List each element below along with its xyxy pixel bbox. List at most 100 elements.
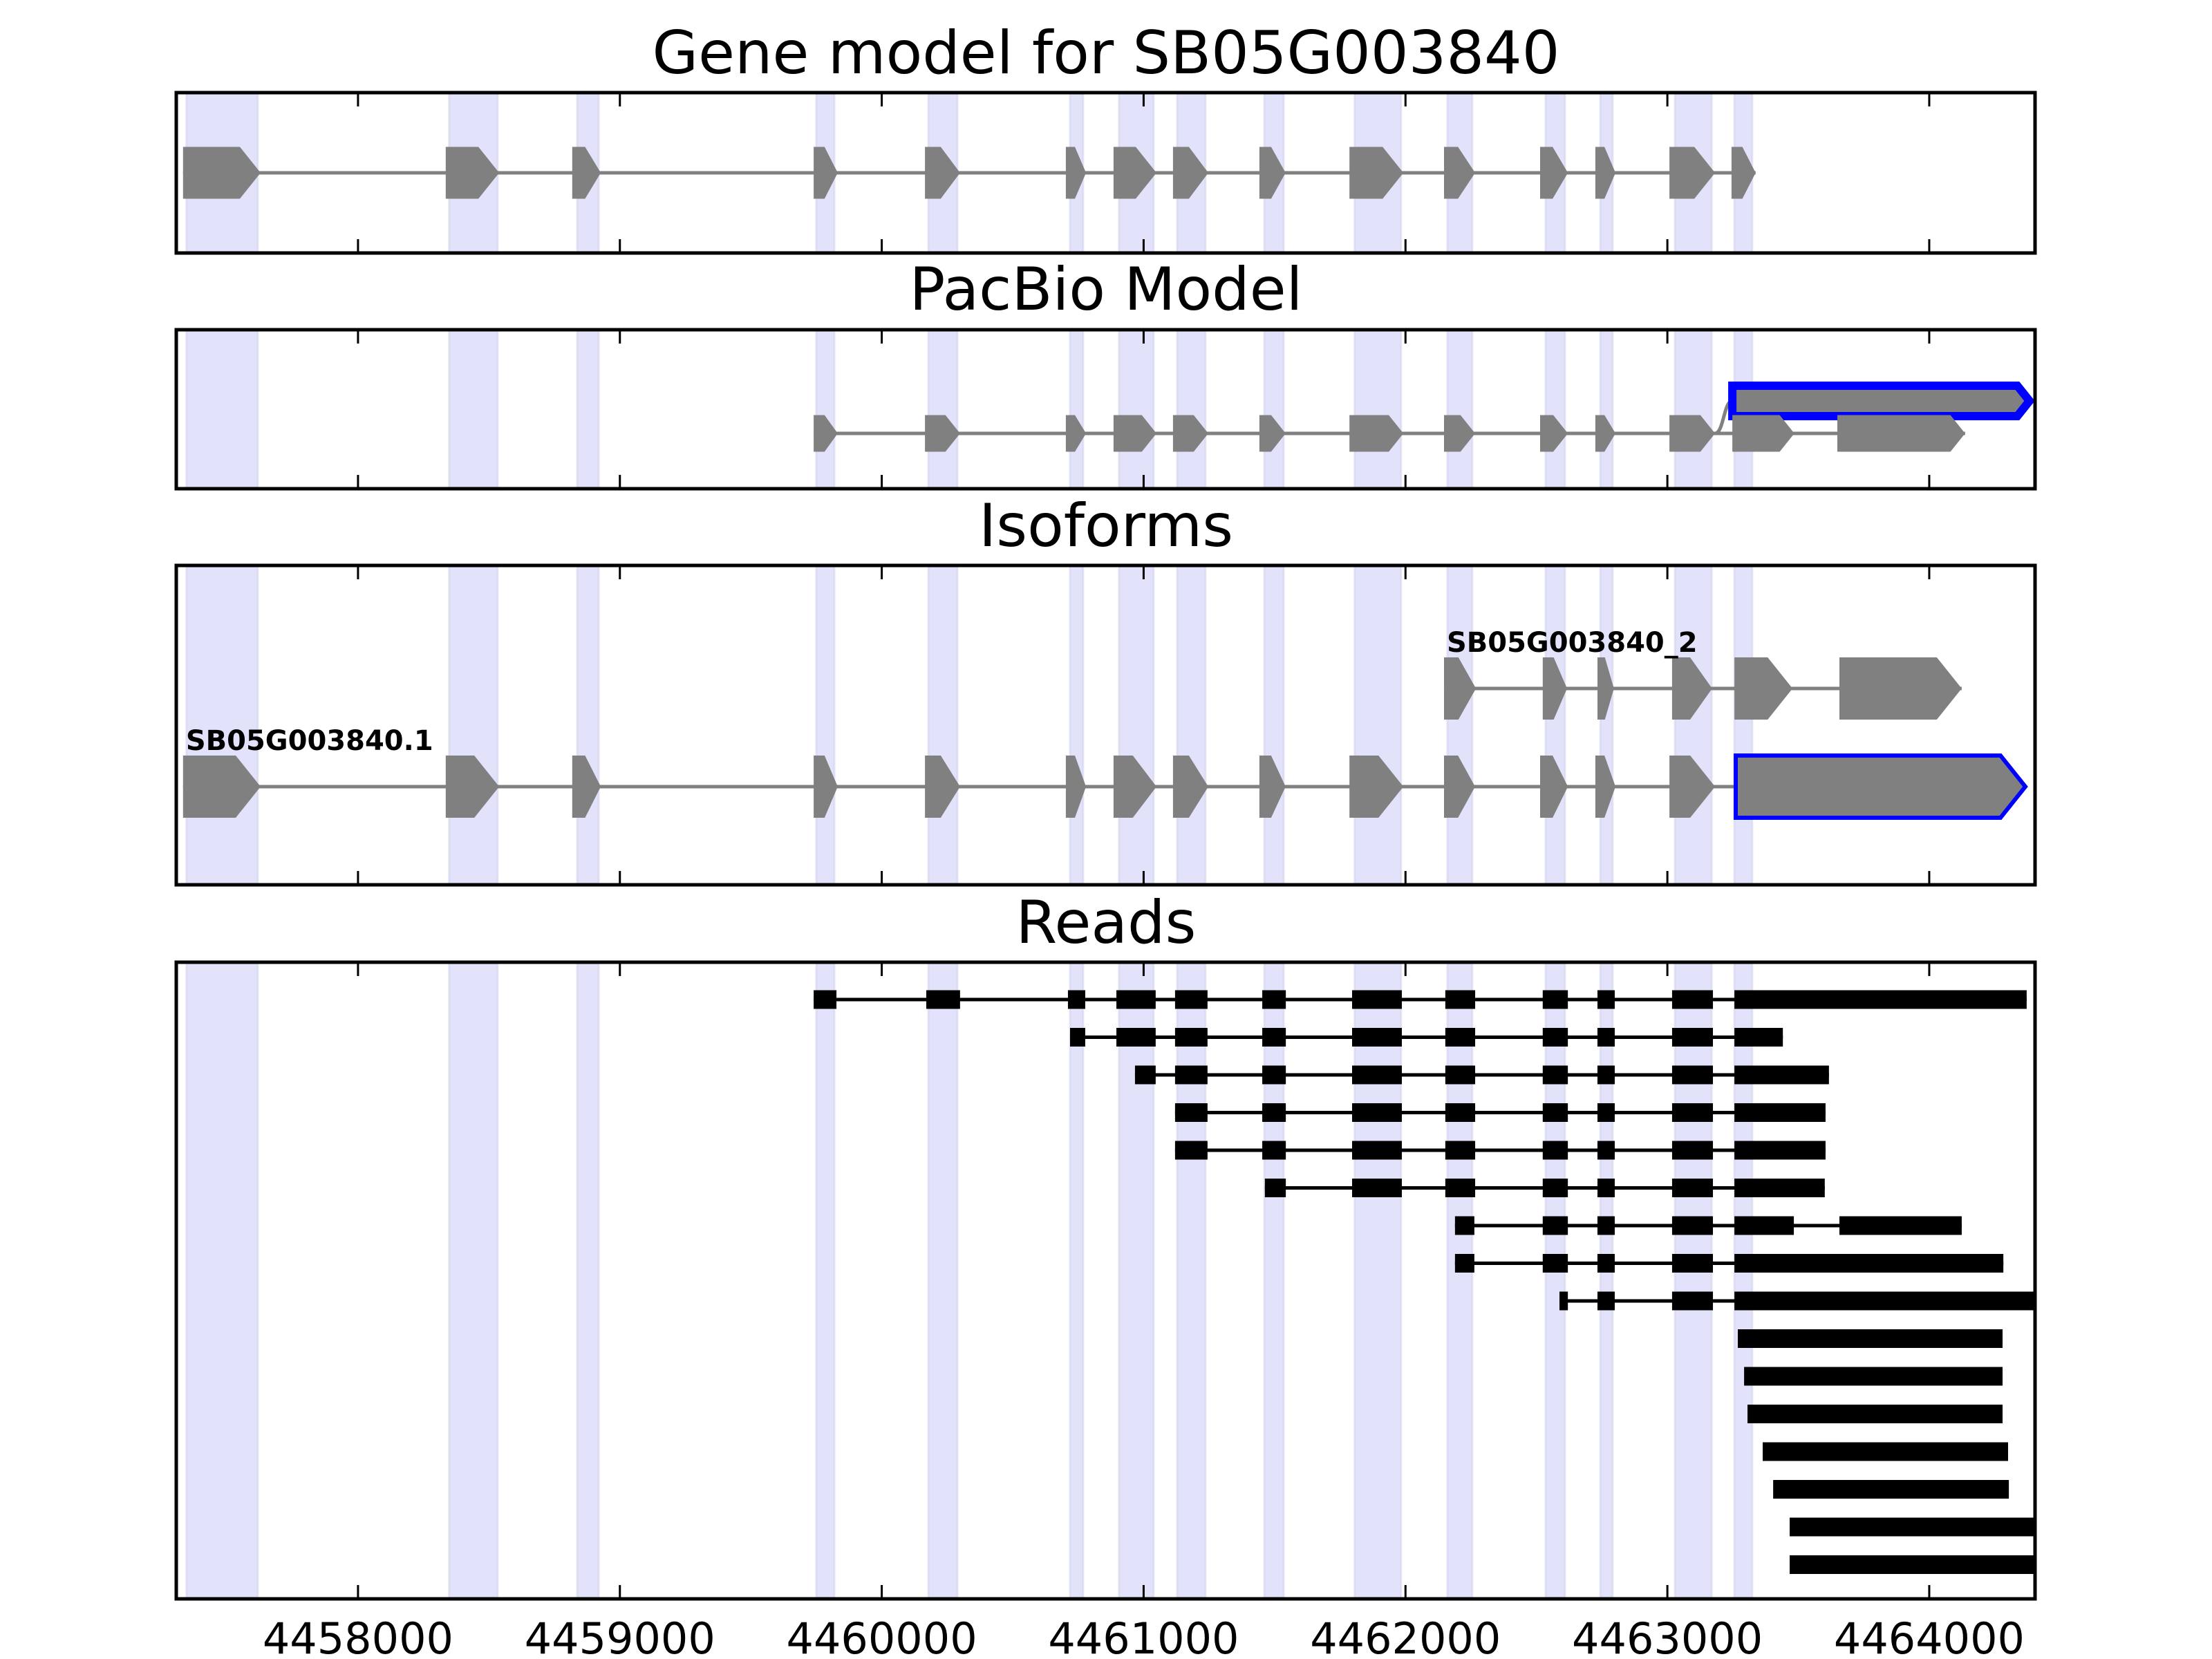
read-block [1069, 1028, 1085, 1047]
read-block [1445, 1179, 1476, 1197]
read-block [1734, 1179, 1825, 1197]
shaded-exon-region [1118, 328, 1155, 490]
read-row [1790, 1555, 2035, 1574]
panel-title-isoforms: Isoforms [979, 491, 1233, 561]
shaded-exon-region [1176, 328, 1207, 490]
read-block [1351, 1141, 1402, 1160]
exon [1172, 415, 1208, 452]
shaded-exon-region [1353, 564, 1403, 886]
read-block [1734, 1216, 1794, 1235]
read-block [1839, 1216, 1962, 1235]
read-block [1174, 990, 1208, 1009]
shaded-exon-region [1353, 961, 1403, 1600]
read-block [1597, 1103, 1615, 1122]
read-block [1671, 1291, 1714, 1311]
read-block [1597, 1291, 1615, 1311]
read-block [1174, 1103, 1208, 1122]
shaded-exon-region [1599, 328, 1614, 490]
shaded-exon-region [1674, 961, 1713, 1600]
read-block [1671, 990, 1714, 1009]
shaded-exon-region [185, 961, 259, 1600]
read-block [1351, 1179, 1402, 1197]
isoform-label: SB05G003840.1 [186, 725, 433, 757]
exon [1444, 415, 1475, 452]
read-block [1454, 1254, 1474, 1273]
exon-highlighted [1728, 382, 2035, 420]
shaded-exon-region [1544, 961, 1566, 1600]
exon [1839, 657, 1962, 720]
exon [1669, 147, 1716, 199]
exon [1595, 147, 1616, 199]
read-block [1542, 1141, 1568, 1160]
shaded-exon-region [1263, 961, 1285, 1600]
exon [1444, 657, 1477, 720]
read-block [1597, 1028, 1615, 1047]
shaded-exon-region [815, 961, 836, 1600]
shaded-exon-region [1544, 328, 1566, 490]
exon [1113, 415, 1156, 452]
read-block [926, 990, 960, 1009]
shaded-exon-region [815, 328, 836, 490]
read-block [1734, 1103, 1826, 1122]
panel-title-gene-model: Gene model for SB05G003840 [653, 19, 1560, 88]
read-block [1734, 990, 2027, 1009]
read-row [1763, 1442, 2008, 1461]
shaded-exon-region [1176, 961, 1207, 1600]
shaded-exon-region [576, 328, 600, 490]
read-row [1174, 1141, 1826, 1160]
read-block [1116, 990, 1156, 1009]
shaded-exon-region [1599, 961, 1614, 1600]
shaded-exon-region [1069, 961, 1085, 1600]
shaded-exon-region [576, 961, 600, 1600]
shaded-exon-region [1733, 564, 1754, 886]
read-row [1174, 1103, 1826, 1122]
exon [1172, 147, 1208, 199]
read-block [1351, 1065, 1402, 1085]
read-block [1790, 1555, 2035, 1574]
read-block [1597, 1216, 1615, 1235]
read-block [1734, 1065, 1829, 1085]
shaded-exon-region [448, 564, 499, 886]
axes-frame [174, 328, 2037, 491]
read-row [1744, 1367, 2003, 1386]
read-block [1067, 990, 1085, 1009]
read-block [1351, 1028, 1402, 1047]
exon [1669, 756, 1716, 818]
read-block [1542, 1179, 1568, 1197]
read-block [1262, 1141, 1286, 1160]
shaded-exon-region [1733, 961, 1754, 1600]
shaded-exon-region [1353, 328, 1403, 490]
read-block [1542, 1028, 1568, 1047]
exon [182, 147, 261, 199]
read-block [1671, 1254, 1714, 1273]
exon [1540, 147, 1568, 199]
shaded-exon-region [185, 328, 259, 490]
read-block [1445, 990, 1476, 1009]
read-block [1445, 1141, 1476, 1160]
read-block [1174, 1065, 1208, 1085]
read-block [1542, 990, 1568, 1009]
read-block [1542, 1254, 1568, 1273]
panel-title-pacbio-model: PacBio Model [909, 255, 1302, 324]
x-tick-label: 4458000 [263, 1613, 453, 1659]
read-block [814, 990, 837, 1009]
exon [1671, 657, 1712, 720]
exon [925, 756, 960, 818]
exon [1065, 415, 1087, 452]
x-tick-label: 4462000 [1310, 1613, 1501, 1659]
read-block [1542, 1103, 1568, 1122]
x-tick-label: 4460000 [787, 1613, 977, 1659]
exon [1349, 756, 1404, 818]
exon [1542, 657, 1567, 720]
exon [1669, 415, 1716, 452]
exon [1259, 415, 1286, 452]
exon [925, 147, 960, 199]
read-row [1790, 1517, 2035, 1537]
read-block [1174, 1141, 1208, 1160]
read-row [1747, 1405, 2003, 1423]
read-block [1116, 1028, 1156, 1047]
read-block [1734, 1254, 2004, 1273]
shaded-exon-region [1446, 564, 1474, 886]
panel-pacbio-model [174, 328, 2037, 491]
shaded-exon-region [927, 328, 959, 490]
